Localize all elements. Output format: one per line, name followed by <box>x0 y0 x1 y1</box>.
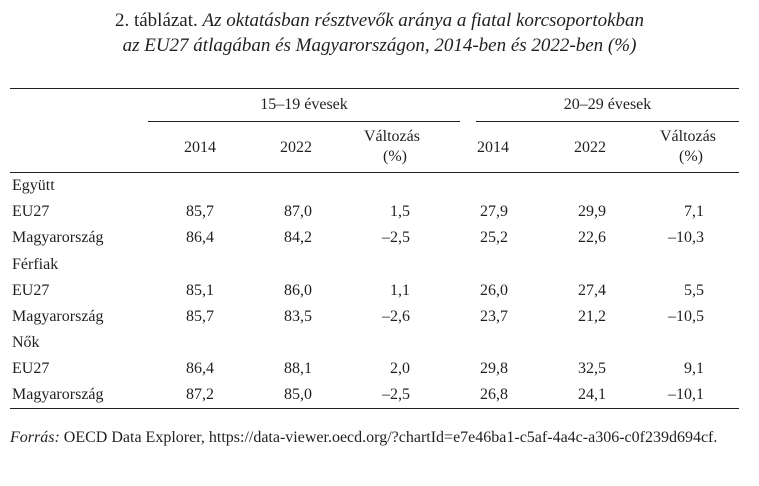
cell-value: 87,0 <box>284 203 312 220</box>
group-a-underline <box>148 121 460 122</box>
table-bottom-rule <box>10 408 739 409</box>
row-label: EU27 <box>12 360 50 377</box>
source-label: Forrás: <box>10 429 60 446</box>
cell-value: 26,0 <box>480 282 508 299</box>
col-header-change-a-line1: Változás <box>364 128 420 145</box>
cell-value: –2,5 <box>382 229 410 246</box>
cell-value: 24,1 <box>578 386 606 403</box>
group-header-20-29: 20–29 évesek <box>563 96 652 113</box>
cell-value: 84,2 <box>284 229 312 246</box>
cell-value: 1,5 <box>390 203 410 220</box>
cell-value: 29,9 <box>578 203 606 220</box>
col-header-change-a: Változás (%) <box>352 127 432 167</box>
cell-value: 86,4 <box>186 360 214 377</box>
col-header-2022-b: 2022 <box>574 139 606 156</box>
cell-value: 25,2 <box>480 229 508 246</box>
cell-value: 29,8 <box>480 360 508 377</box>
col-header-2014-a: 2014 <box>184 139 216 156</box>
row-label: EU27 <box>12 203 50 220</box>
cell-value: 27,9 <box>480 203 508 220</box>
row-label: Magyarország <box>12 229 104 246</box>
col-header-change-a-line2: (%) <box>383 148 407 165</box>
row-label: Magyarország <box>12 386 104 403</box>
cell-value: 85,0 <box>284 386 312 403</box>
cell-value: 21,2 <box>578 308 606 325</box>
table-caption: 2. táblázat. Az oktatásban résztvevők ar… <box>0 8 759 58</box>
cell-value: 85,7 <box>186 203 214 220</box>
cell-value: –10,5 <box>668 308 704 325</box>
source-note: Forrás: OECD Data Explorer, https://data… <box>10 427 745 448</box>
col-header-change-b-line1: Változás <box>660 128 716 145</box>
source-text: OECD Data Explorer, https://data-viewer.… <box>63 429 718 446</box>
col-header-2022-a: 2022 <box>280 139 312 156</box>
cell-value: 27,4 <box>578 282 606 299</box>
row-label: EU27 <box>12 282 50 299</box>
cell-value: 86,4 <box>186 229 214 246</box>
caption-line-1: 2. táblázat. Az oktatásban résztvevők ar… <box>0 8 759 33</box>
cell-value: 1,1 <box>390 282 410 299</box>
cell-value: –2,5 <box>382 386 410 403</box>
cell-value: 87,2 <box>186 386 214 403</box>
caption-title-part-2: az EU27 átlagában és Magyarországon, 201… <box>122 35 637 56</box>
col-header-2014-b: 2014 <box>477 139 509 156</box>
cell-value: 7,1 <box>684 203 704 220</box>
section-label-women: Nők <box>12 334 40 351</box>
cell-value: 9,1 <box>684 360 704 377</box>
section-label-men: Férfiak <box>12 256 59 273</box>
col-header-change-b-line2: (%) <box>679 148 703 165</box>
cell-value: 22,6 <box>578 229 606 246</box>
section-label-total: Együtt <box>12 177 55 194</box>
cell-value: 86,0 <box>284 282 312 299</box>
cell-value: –2,6 <box>382 308 410 325</box>
cell-value: 5,5 <box>684 282 704 299</box>
cell-value: 83,5 <box>284 308 312 325</box>
header-bottom-rule <box>10 172 739 173</box>
cell-value: 23,7 <box>480 308 508 325</box>
col-header-change-b: Változás (%) <box>648 127 728 167</box>
cell-value: 2,0 <box>390 360 410 377</box>
row-label: Magyarország <box>12 308 104 325</box>
caption-title-part-1: Az oktatásban résztvevők aránya a fiatal… <box>202 10 645 31</box>
cell-value: 85,1 <box>186 282 214 299</box>
group-b-underline <box>476 121 739 122</box>
cell-value: 85,7 <box>186 308 214 325</box>
cell-value: 32,5 <box>578 360 606 377</box>
cell-value: –10,3 <box>668 229 704 246</box>
group-header-15-19: 15–19 évesek <box>260 96 348 113</box>
cell-value: 88,1 <box>284 360 312 377</box>
cell-value: –10,1 <box>668 386 704 403</box>
cell-value: 26,8 <box>480 386 508 403</box>
table-top-rule <box>10 88 739 89</box>
table-number: 2. táblázat. <box>114 10 198 31</box>
